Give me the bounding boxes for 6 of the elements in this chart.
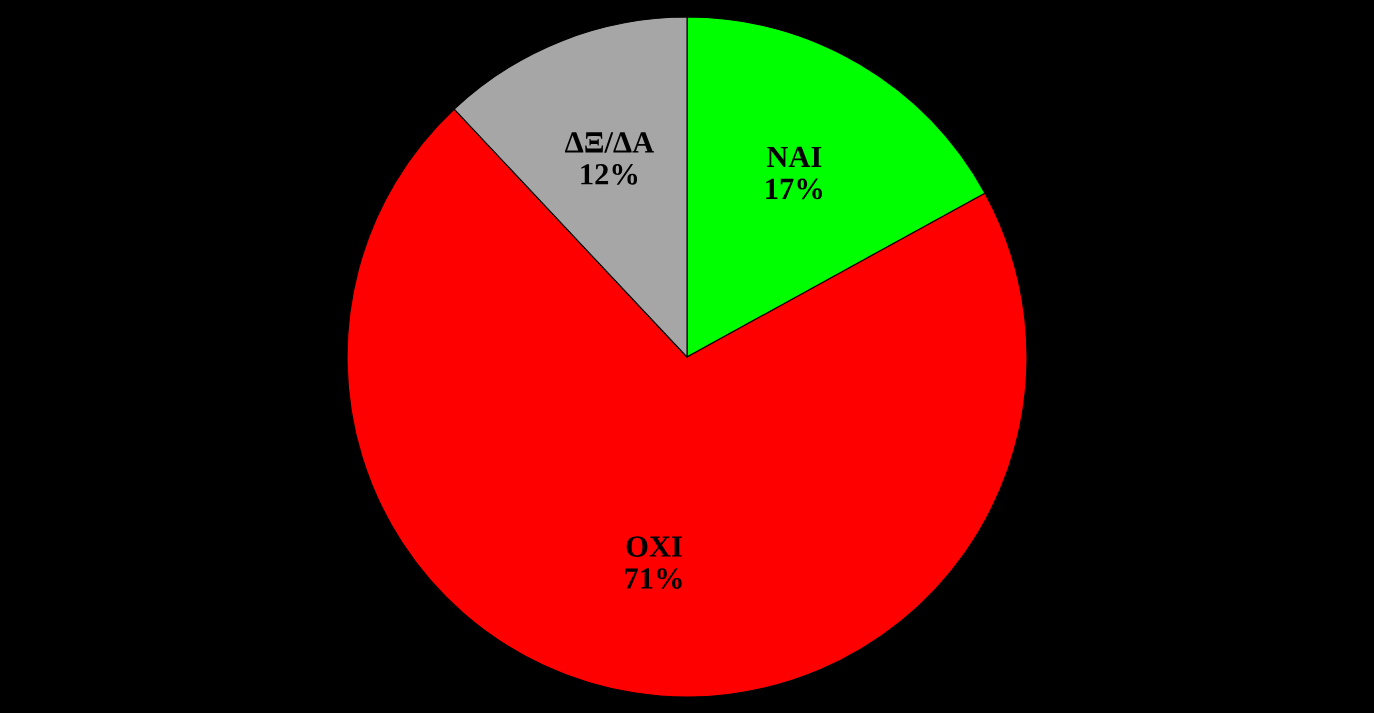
data-label: 71% <box>625 568 682 589</box>
data-label: 12% <box>581 164 638 185</box>
slice-label: ΟΧΙ <box>626 536 682 557</box>
slice-label: ΝΑΙ <box>766 146 822 167</box>
slice-label: ΔΞ/ΔΑ <box>565 132 654 153</box>
data-label: 17% <box>766 178 822 200</box>
